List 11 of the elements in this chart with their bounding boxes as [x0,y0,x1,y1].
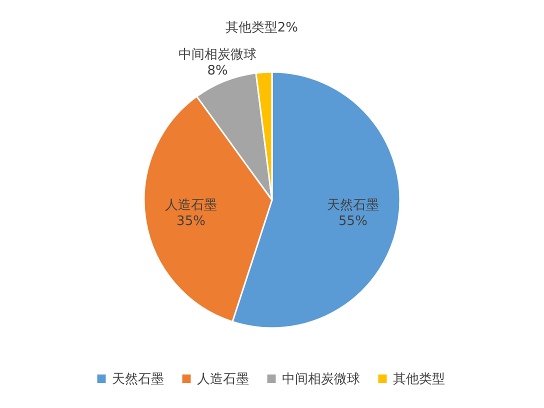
category-label: 其他类型2% [225,20,298,36]
slice-label: 中间相炭微球 [178,47,257,62]
slice-label: 人造石墨 [165,198,218,213]
legend-label: 中间相炭微球 [282,372,360,387]
data-label: 8% [207,63,228,78]
legend-label: 人造石墨 [197,372,249,387]
legend-label: 天然石墨 [112,372,164,387]
data-label: 35% [176,214,206,229]
data-label: 55% [338,214,368,229]
legend-label: 其他类型 [393,372,445,387]
slice-label: 天然石墨 [326,198,379,213]
